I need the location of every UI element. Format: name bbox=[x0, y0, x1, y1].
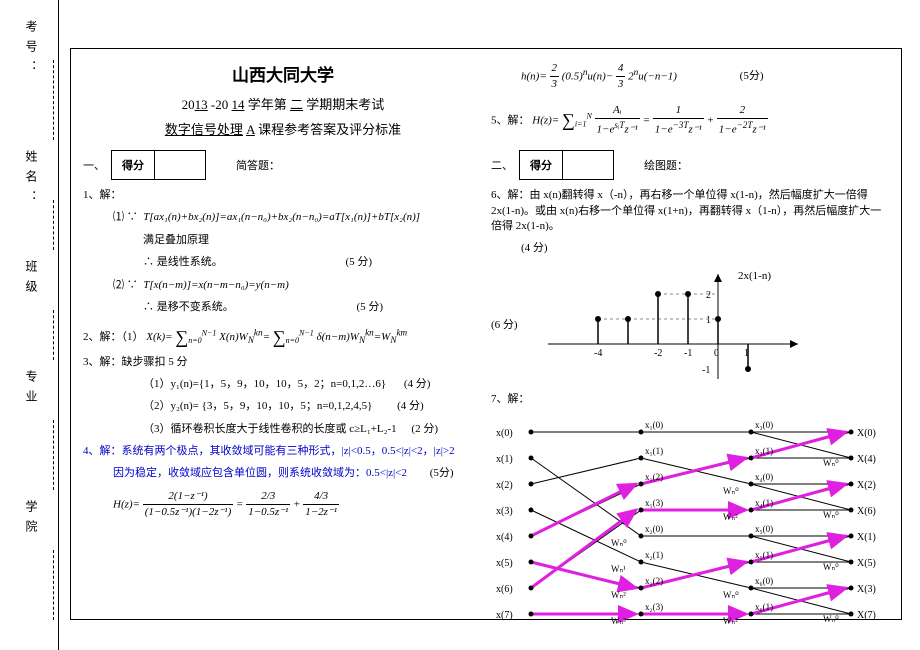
butterfly-diagram: x(0) x₁(0) x₃(0) X(0) x(1) x₁(1) x₃(1) X(4) x(2)… bbox=[491, 414, 891, 634]
svg-text:x₂(3): x₂(3) bbox=[645, 602, 663, 612]
q1-2-note: ∴ 是移不变系统。 (5 分) bbox=[143, 300, 483, 315]
q3-2: （2）y₂(n)= {3，5，9，10，10，5；n=0,1,2,4,5} (4… bbox=[143, 399, 483, 414]
q4-line1: 4、解：系统有两个极点，其收敛域可能有三种形式，|z|<0.5，0.5<|z|<… bbox=[83, 444, 483, 459]
hn-formula: h(n)= 23 (0.5)nu(n)− 43 2nu(−n−1) (5分) bbox=[521, 61, 891, 93]
q6-chart-row: (6 分) 2x(1-n)21-1-4-2-101 bbox=[491, 264, 891, 384]
svg-text:Wₙ¹: Wₙ¹ bbox=[611, 564, 626, 574]
exam-period: 2013 -20 14 学年第 二 学期期末考试 bbox=[83, 94, 483, 113]
svg-text:X(4): X(4) bbox=[857, 454, 876, 465]
q6-pts: (4 分) bbox=[521, 241, 891, 256]
q5: 5、解： H(z)= ∑i=1N Aᵢ1−esᵢTz⁻¹ = 11−e−3Tz⁻… bbox=[491, 103, 891, 138]
svg-text:x₅(1): x₅(1) bbox=[755, 550, 773, 560]
svg-text:x(1): x(1) bbox=[496, 454, 513, 465]
svg-text:1: 1 bbox=[706, 315, 711, 326]
binding-label-name: 姓名： bbox=[23, 150, 40, 210]
svg-text:x(3): x(3) bbox=[496, 506, 513, 517]
stem-chart: 2x(1-n)21-1-4-2-101 bbox=[528, 264, 808, 384]
svg-text:x₆(0): x₆(0) bbox=[755, 576, 773, 586]
svg-text:-1: -1 bbox=[684, 348, 692, 359]
svg-text:Wₙ²: Wₙ² bbox=[611, 590, 626, 600]
svg-text:x₃(1): x₃(1) bbox=[755, 446, 773, 456]
svg-text:Wₙ⁰: Wₙ⁰ bbox=[823, 614, 839, 624]
svg-text:X(7): X(7) bbox=[857, 610, 876, 621]
q1-2: ⑵ ∵ T[x(n−m)]=x(n−m−n₀)=y(n−m) bbox=[113, 278, 483, 293]
svg-text:x(5): x(5) bbox=[496, 558, 513, 569]
svg-text:Wₙ⁰: Wₙ⁰ bbox=[723, 486, 739, 496]
binding-label-class: 班级 bbox=[23, 260, 40, 300]
svg-text:x₁(0): x₁(0) bbox=[645, 420, 663, 430]
binding-label-college: 学院 bbox=[23, 500, 40, 540]
q1-label: 1、解： bbox=[83, 188, 483, 203]
binding-margin: 考号： 姓名： 班级 专业 学院 bbox=[8, 0, 59, 650]
svg-text:x₂(0): x₂(0) bbox=[645, 524, 663, 534]
binding-dash bbox=[53, 550, 55, 620]
svg-text:X(3): X(3) bbox=[857, 584, 876, 595]
svg-text:Wₙ²: Wₙ² bbox=[723, 512, 738, 522]
svg-text:0: 0 bbox=[714, 348, 719, 359]
q1-1: ⑴ ∵ T[ax₁(n)+bx₂(n)]=ax₁(n−n₀)+bx₂(n−n₀)… bbox=[113, 210, 483, 225]
svg-text:x₂(2): x₂(2) bbox=[645, 576, 663, 586]
binding-dash bbox=[53, 60, 55, 140]
section-2-header: 二、 得分 绘图题： bbox=[491, 150, 891, 180]
svg-text:2x(1-n): 2x(1-n) bbox=[738, 270, 771, 282]
q1-1-note2: ∴ 是线性系统。 (5 分) bbox=[143, 255, 483, 270]
svg-text:x₆(1): x₆(1) bbox=[755, 602, 773, 612]
svg-text:x₃(0): x₃(0) bbox=[755, 420, 773, 430]
svg-text:-2: -2 bbox=[654, 348, 662, 359]
svg-text:-1: -1 bbox=[702, 365, 710, 376]
binding-label-exam-id: 考号： bbox=[23, 20, 40, 80]
svg-text:x₅(0): x₅(0) bbox=[755, 524, 773, 534]
q2: 2、解：（1） X(k)= ∑n=0N−1 X(n)WNkn= ∑n=0N−1 … bbox=[83, 322, 483, 347]
svg-text:x₄(0): x₄(0) bbox=[755, 472, 773, 482]
svg-text:x(2): x(2) bbox=[496, 480, 513, 491]
svg-text:Wₙ³: Wₙ³ bbox=[611, 616, 626, 626]
binding-label-major: 专业 bbox=[23, 370, 40, 410]
svg-text:x(0): x(0) bbox=[496, 428, 513, 439]
score-box: 得分 bbox=[519, 150, 614, 180]
svg-text:2: 2 bbox=[706, 290, 711, 301]
q3-1: （1）y₁(n)={1，5，9，10，10，5，2；n=0,1,2…6} (4 … bbox=[143, 377, 483, 392]
svg-text:x₁(2): x₁(2) bbox=[645, 472, 663, 482]
page-frame: 山西大同大学 2013 -20 14 学年第 二 学期期末考试 数字信号处理 A… bbox=[70, 48, 902, 620]
svg-text:Wₙ⁰: Wₙ⁰ bbox=[723, 590, 739, 600]
svg-text:x(7): x(7) bbox=[496, 610, 513, 621]
svg-text:Wₙ⁰: Wₙ⁰ bbox=[823, 562, 839, 572]
right-column: h(n)= 23 (0.5)nu(n)− 43 2nu(−n−1) (5分) 5… bbox=[491, 61, 891, 601]
q4-line2: 因为稳定，收敛域应包含单位圆，则系统收敛域为：0.5<|z|<2 (5分) bbox=[113, 466, 483, 481]
svg-text:x₁(3): x₁(3) bbox=[645, 498, 663, 508]
svg-text:X(5): X(5) bbox=[857, 558, 876, 569]
q6-text: 6、解：由 x(n)翻转得 x（-n），再右移一个单位得 x(1-n)，然后幅度… bbox=[491, 188, 891, 234]
left-column: 山西大同大学 2013 -20 14 学年第 二 学期期末考试 数字信号处理 A… bbox=[83, 61, 483, 601]
q3-3: （3）循环卷积长度大于线性卷积的长度或 c≥L₁+L₂-1 (2 分) bbox=[143, 422, 483, 437]
university-title: 山西大同大学 bbox=[83, 61, 483, 86]
q3: 3、解：缺步骤扣 5 分 bbox=[83, 355, 483, 370]
score-box: 得分 bbox=[111, 150, 206, 180]
svg-text:x(4): x(4) bbox=[496, 532, 513, 543]
binding-dash bbox=[53, 200, 55, 250]
svg-text:x₄(1): x₄(1) bbox=[755, 498, 773, 508]
svg-text:X(2): X(2) bbox=[857, 480, 876, 491]
svg-text:X(0): X(0) bbox=[857, 428, 876, 439]
svg-text:X(1): X(1) bbox=[857, 532, 876, 543]
section-1-header: 一、 得分 简答题： bbox=[83, 150, 483, 180]
binding-dash bbox=[53, 420, 55, 490]
svg-text:Wₙ²: Wₙ² bbox=[723, 616, 738, 626]
svg-text:x₂(1): x₂(1) bbox=[645, 550, 663, 560]
svg-text:Wₙ⁰: Wₙ⁰ bbox=[611, 538, 627, 548]
binding-dash bbox=[53, 310, 55, 360]
course-line: 数字信号处理 A 课程参考答案及评分标准 bbox=[83, 119, 483, 138]
svg-text:X(6): X(6) bbox=[857, 506, 876, 517]
q7: 7、解： bbox=[491, 392, 891, 407]
svg-text:Wₙ⁰: Wₙ⁰ bbox=[823, 510, 839, 520]
svg-text:Wₙ⁰: Wₙ⁰ bbox=[823, 458, 839, 468]
svg-text:-4: -4 bbox=[594, 348, 602, 359]
q4-formula: H(z)= 2(1−z⁻¹)(1−0.5z⁻¹)(1−2z⁻¹) = 2/31−… bbox=[113, 489, 483, 521]
q1-1-note1: 满足叠加原理 bbox=[143, 233, 483, 248]
q6-graph-pts: (6 分) bbox=[491, 316, 518, 332]
svg-text:x(6): x(6) bbox=[496, 584, 513, 595]
svg-text:x₁(1): x₁(1) bbox=[645, 446, 663, 456]
